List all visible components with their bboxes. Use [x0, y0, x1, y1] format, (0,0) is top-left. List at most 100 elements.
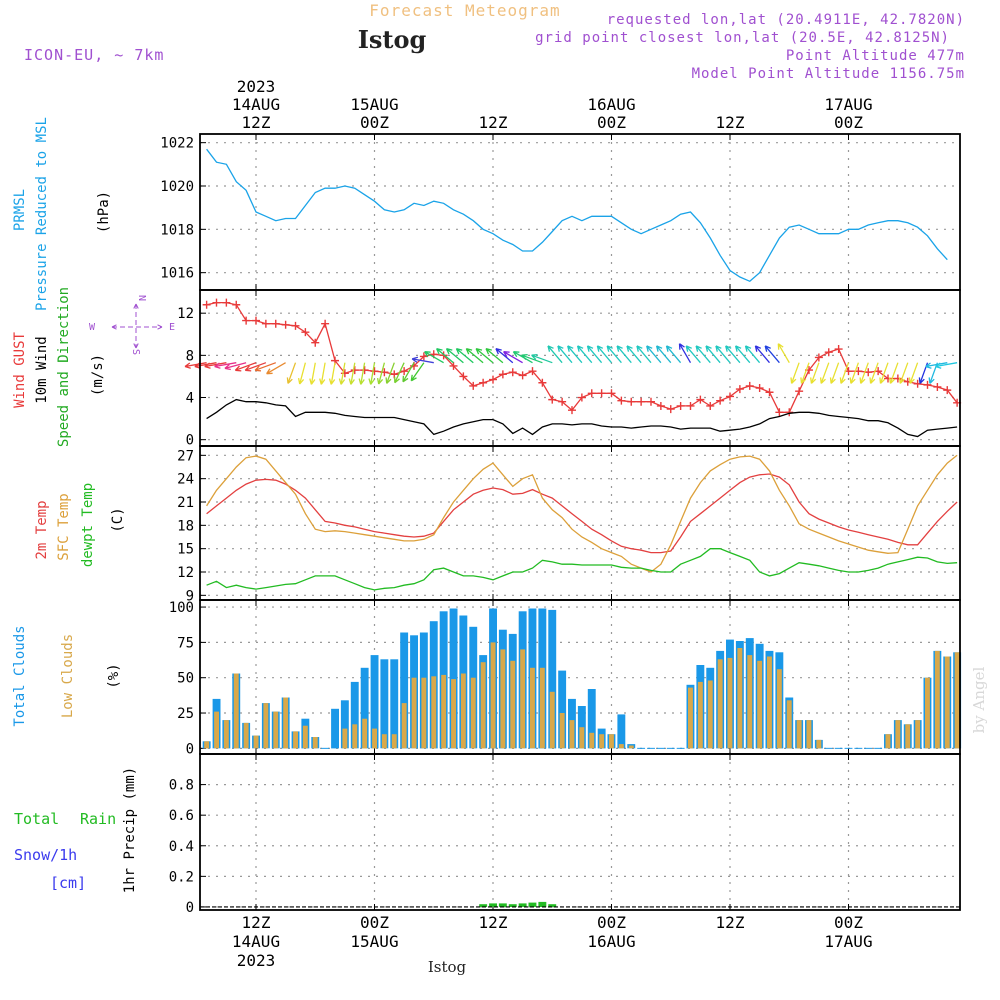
rain-bar — [508, 904, 517, 907]
wind-direction-arrow — [734, 345, 751, 364]
top-time-label: 00Z — [360, 113, 389, 132]
gust-marker — [350, 366, 359, 375]
p2-label-gust: Wind GUST — [12, 332, 28, 408]
wind-direction-arrow — [869, 362, 879, 384]
gust-marker — [459, 372, 468, 381]
y-tick-label: 8 — [186, 348, 194, 364]
rain-bar — [479, 904, 488, 907]
wind-direction-arrow — [715, 345, 731, 364]
wind-direction-arrow — [376, 362, 386, 385]
low-cloud-bar — [381, 734, 387, 749]
bottom-time-label: 16AUG — [587, 932, 635, 951]
wind-direction-arrow — [777, 343, 790, 364]
wind-direction-arrow — [636, 345, 652, 364]
gust-marker — [656, 401, 665, 410]
gust-marker — [745, 381, 754, 390]
wind-direction-arrow — [655, 345, 672, 364]
wind-direction-arrow — [790, 362, 800, 384]
low-cloud-bar — [539, 667, 545, 749]
wind-direction-arrow — [586, 345, 603, 364]
low-cloud-bar — [480, 662, 486, 749]
low-cloud-bar — [451, 679, 456, 749]
low-cloud-bar — [391, 734, 397, 749]
low-cloud-bar — [915, 720, 921, 749]
wind-direction-arrow — [309, 362, 316, 385]
top-time-label: 17AUG — [824, 95, 872, 114]
panel2-labels: Wind GUST 10m Wind Speed and Direction (… — [12, 287, 175, 447]
header-model: ICON-EU, ~ 7km — [24, 46, 164, 64]
low-cloud-bar — [372, 728, 377, 749]
dewpt-line — [206, 548, 958, 591]
low-cloud-bar — [688, 687, 693, 749]
y-tick-label: 0 — [186, 900, 194, 916]
low-cloud-bar — [530, 667, 535, 749]
panel-frame — [199, 133, 961, 291]
gust-marker — [893, 374, 902, 383]
gust-marker — [617, 396, 626, 405]
low-cloud-bar — [431, 676, 437, 749]
low-cloud-bar — [352, 724, 358, 749]
gust-marker — [676, 401, 685, 410]
bottom-time-label: 2023 — [237, 951, 276, 970]
gust-marker — [271, 319, 280, 328]
gust-marker — [222, 298, 231, 307]
wind-direction-arrow — [626, 345, 642, 364]
gust-marker — [706, 401, 715, 410]
low-cloud-bar — [401, 703, 407, 749]
gust-marker — [726, 392, 734, 401]
y-tick-label: 1016 — [160, 266, 194, 282]
p5-label-snow: Snow/1h — [14, 846, 77, 864]
low-cloud-bar — [549, 691, 555, 749]
gust-marker — [824, 348, 833, 357]
total-cloud-bar — [587, 689, 596, 749]
p2-label-dir: Speed and Direction — [56, 287, 72, 447]
footer-location: Istog — [428, 958, 467, 976]
gust-marker — [735, 385, 744, 394]
y-tick-label: 9 — [186, 588, 194, 604]
y-tick-label: 0.6 — [169, 808, 194, 824]
gust-marker — [400, 367, 409, 376]
low-cloud-bar — [934, 650, 940, 749]
gust-marker — [518, 371, 527, 380]
wind-direction-arrow — [521, 353, 543, 364]
low-cloud-bar — [737, 648, 743, 749]
low-cloud-bar — [214, 711, 219, 749]
wind-direction-arrow — [266, 362, 286, 375]
p1-label-pressure: Pressure Reduced to MSL — [34, 117, 50, 311]
low-cloud-bar — [905, 724, 911, 749]
gust-marker — [607, 389, 616, 398]
gust-marker — [321, 319, 330, 328]
wind-direction-arrow — [465, 347, 484, 364]
low-cloud-bar — [925, 677, 930, 749]
wind-direction-arrow — [234, 362, 257, 372]
p3-label-dew: dewpt Temp — [80, 483, 96, 567]
wind-direction-arrow — [576, 345, 593, 364]
wind-direction-arrow — [338, 362, 346, 385]
p4-label-total: Total Clouds — [12, 625, 28, 726]
low-cloud-bar — [500, 649, 506, 749]
panel5-labels: Total Rain Snow/1h [cm] 1hr Precip (mm) — [14, 767, 138, 893]
y-tick-label: 12 — [177, 306, 194, 322]
wind-direction-arrow — [204, 362, 227, 369]
temp2m-line — [206, 473, 958, 554]
gust-marker — [242, 316, 251, 325]
gust-marker — [360, 366, 369, 375]
bottom-time-label: 15AUG — [350, 932, 398, 951]
top-time-label: 15AUG — [350, 95, 398, 114]
gust-marker — [439, 351, 448, 360]
gust-marker — [370, 367, 379, 376]
y-tick-label: 21 — [177, 495, 194, 511]
wind-direction-arrow — [725, 345, 741, 364]
low-cloud-bar — [786, 700, 792, 749]
gust-marker — [577, 393, 586, 402]
wind-direction-arrow — [244, 362, 267, 372]
low-cloud-bar — [885, 734, 891, 749]
header-model-altitude: Model Point Altitude 1156.75m — [692, 66, 965, 82]
wind-direction-arrow — [665, 345, 682, 364]
p1-label-prmsl: PRMSL — [12, 189, 28, 231]
gust-marker — [558, 397, 567, 406]
low-cloud-bar — [302, 725, 308, 749]
wind-direction-arrow — [754, 345, 770, 364]
gust-marker — [795, 387, 804, 396]
header-grid: grid point closest lon,lat (20.5E, 42.81… — [535, 30, 950, 46]
